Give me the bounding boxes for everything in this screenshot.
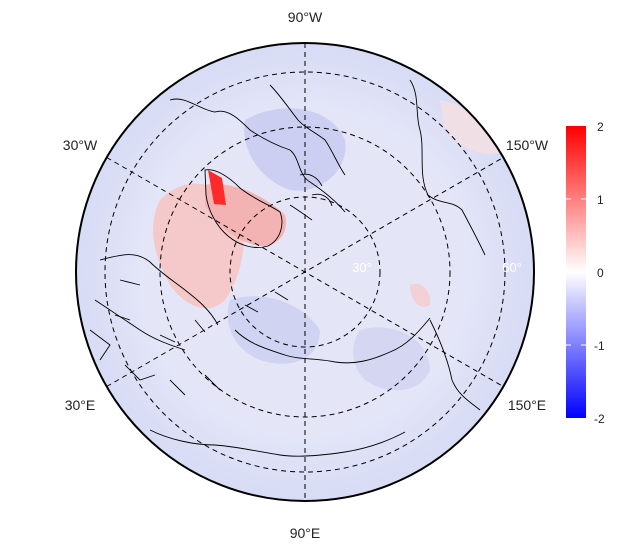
country-borders-2 — [89, 329, 221, 396]
lat-label-30: 30° — [352, 260, 372, 275]
colorbar-tick-0: 0 — [597, 266, 604, 280]
country-borders — [114, 279, 289, 343]
colorbar-tick-neg2: -2 — [594, 412, 605, 426]
lon-label-top: 90°W — [288, 9, 323, 25]
lon-label-lower-left: 30°E — [65, 397, 96, 413]
strong-warm-anomaly — [208, 170, 226, 205]
meridian-30e-150w — [106, 157, 504, 387]
warm-anomaly-east — [410, 283, 431, 308]
lon-label-bottom: 90°E — [290, 525, 321, 541]
cold-anomaly-eurasia — [227, 296, 320, 364]
lon-label-upper-right: 150°W — [506, 137, 549, 153]
coastlines — [89, 79, 486, 457]
europe-coast — [99, 254, 219, 326]
latitude-circle-outer — [104, 71, 506, 473]
map-boundary — [75, 42, 535, 502]
colorbar-tick-1: 1 — [597, 193, 604, 207]
cold-anomaly-siberia — [353, 327, 430, 391]
warm-anomaly-greenland — [205, 184, 286, 246]
colorbar-tick-marks — [566, 198, 586, 346]
graticule — [104, 43, 506, 501]
warm-anomaly-pacific — [440, 100, 505, 154]
scandinavia-coast — [94, 299, 186, 351]
colorbar-tick-2: 2 — [597, 120, 604, 134]
lon-label-lower-right: 150°E — [508, 397, 546, 413]
north-america-coast — [169, 98, 346, 213]
kamchatka-coast — [429, 319, 481, 411]
colorbar: 2 1 0 -1 -2 — [566, 120, 605, 426]
greenland-coast — [204, 169, 283, 248]
siberia-coast — [234, 317, 431, 364]
asia-south-coast — [149, 429, 406, 457]
colorbar-tick-neg1: -1 — [594, 339, 605, 353]
lat-label-60: 60° — [502, 260, 522, 275]
lon-label-upper-left: 30°W — [63, 137, 98, 153]
arctic-islands — [289, 173, 333, 221]
hudson-coast — [269, 84, 346, 176]
cold-anomaly-canada — [244, 108, 346, 191]
